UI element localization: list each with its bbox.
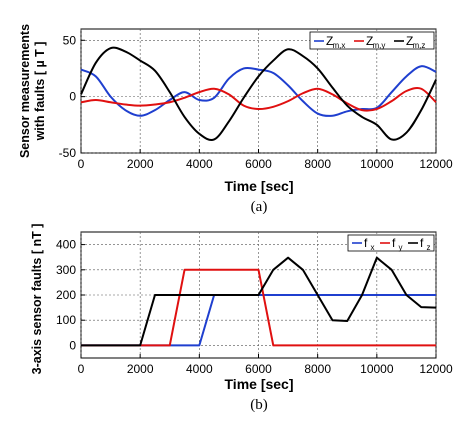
series-line-Z-m-z [80, 46, 437, 141]
x-tick-label: 4000 [186, 157, 213, 171]
series-line-Z-m-x [80, 65, 437, 117]
panel-b-x-ticks: 0 2000 4000 6000 8000 10000 12000 [78, 354, 453, 376]
x-tick-label: 0 [78, 157, 85, 171]
panel-a-y-label-line2: with faults [ µ T ] [33, 42, 47, 142]
y-tick-label: 400 [56, 238, 76, 252]
panel-a-x-ticks: 0 2000 4000 6000 8000 10000 12000 [78, 149, 453, 171]
y-tick-label: 300 [56, 263, 76, 277]
panel-b-y-label: 3-axis sensor faults [ nT ] [30, 224, 44, 375]
x-tick-label: 10000 [360, 362, 394, 376]
y-tick-label: 0 [69, 338, 76, 352]
x-tick-label: 2000 [127, 362, 154, 376]
panel-b-y-ticks: 0 100 200 300 400 [56, 238, 85, 352]
y-tick-label: 0 [69, 90, 76, 104]
x-tick-label: 12000 [419, 157, 453, 171]
panel-b: 0 2000 4000 6000 8000 10000 12000 0 100 200 300 40… [30, 224, 453, 413]
panel-a-y-label-line1: Sensor measurements [18, 24, 32, 158]
panel-a-legend-box [309, 31, 435, 50]
panel-a-y-axis-label: Sensor measurements with faults [ µ T ] [18, 24, 47, 158]
legend-label-subscript: y [399, 243, 403, 252]
legend-label-subscript: m,y [373, 41, 386, 50]
panel-a-caption: (a) [251, 199, 268, 215]
panel-b-y-axis-label: 3-axis sensor faults [ nT ] [30, 224, 44, 375]
y-tick-label: 100 [56, 313, 76, 327]
y-tick-label: 200 [56, 288, 76, 302]
legend-label-subscript: m,z [413, 41, 426, 50]
series-line-f-z [81, 256, 437, 347]
x-tick-label: 12000 [419, 362, 453, 376]
panel-b-series [81, 256, 437, 347]
legend-label: f [364, 236, 368, 250]
x-tick-label: 4000 [186, 362, 213, 376]
x-tick-label: 8000 [304, 362, 331, 376]
y-tick-label: -50 [59, 146, 77, 160]
legend-label: Z [326, 34, 333, 48]
legend-label: Z [366, 34, 373, 48]
series-line-f-y [81, 268, 436, 347]
panel-a-y-ticks: -50 0 50 [59, 33, 85, 160]
panel-b-legend-box [347, 234, 435, 252]
panel-b-x-axis-label: Time [sec] [225, 376, 294, 392]
legend-label: f [392, 236, 396, 250]
panel-b-caption: (b) [250, 397, 268, 413]
x-tick-label: 0 [78, 362, 85, 376]
legend-label-subscript: x [371, 243, 375, 252]
legend-label-subscript: m,x [333, 41, 346, 50]
legend-label: Z [406, 34, 413, 48]
legend-label-subscript: z [427, 243, 431, 252]
x-tick-label: 6000 [245, 362, 272, 376]
x-tick-label: 8000 [304, 157, 331, 171]
y-tick-label: 50 [63, 33, 77, 47]
panel-a-series [80, 46, 437, 141]
series-line-Z-m-y [80, 87, 437, 112]
x-tick-label: 6000 [245, 157, 272, 171]
panel-a-x-axis-label: Time [sec] [225, 178, 294, 194]
x-tick-label: 10000 [360, 157, 394, 171]
x-tick-label: 2000 [127, 157, 154, 171]
legend-label: f [420, 236, 424, 250]
